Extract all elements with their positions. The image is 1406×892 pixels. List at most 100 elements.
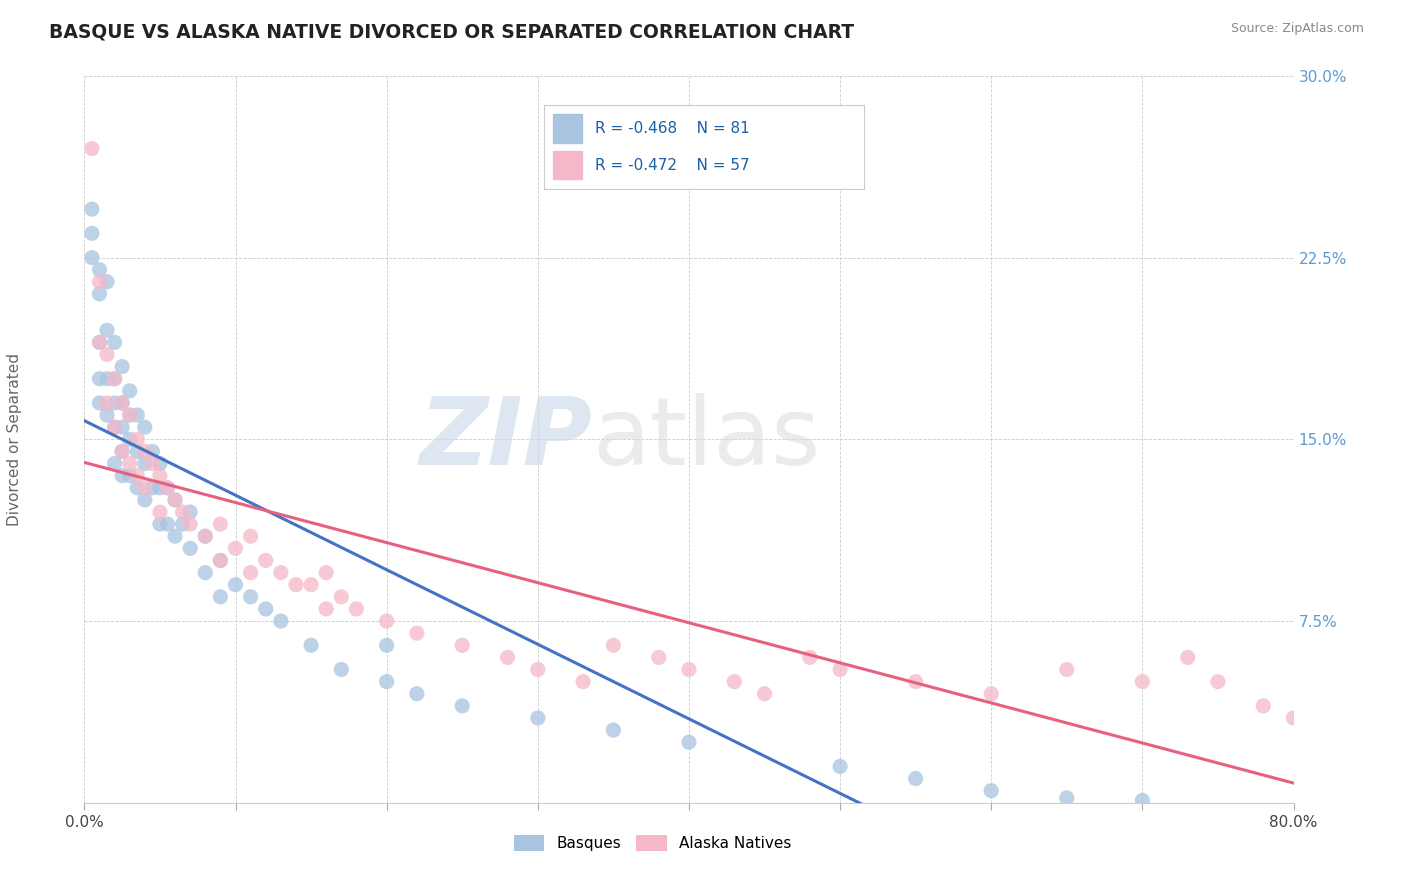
Point <box>165 529 187 543</box>
Point <box>118 408 141 422</box>
Point <box>104 420 127 434</box>
Point <box>165 492 187 507</box>
Point <box>209 517 232 532</box>
Point <box>118 432 141 446</box>
Point <box>648 650 671 665</box>
Point <box>904 674 927 689</box>
Point <box>330 590 353 604</box>
Point <box>406 687 429 701</box>
Point <box>96 347 118 361</box>
Point <box>179 517 201 532</box>
Point <box>980 687 1002 701</box>
Point <box>496 650 519 665</box>
Point <box>270 614 292 628</box>
Point <box>678 663 700 677</box>
Point <box>830 759 852 773</box>
Point <box>96 275 118 289</box>
Point <box>1056 663 1078 677</box>
Point <box>406 626 429 640</box>
Point <box>134 492 156 507</box>
Point <box>209 553 232 567</box>
Point <box>904 772 927 786</box>
Point <box>89 275 111 289</box>
Point <box>194 529 217 543</box>
Point <box>239 566 262 580</box>
Point <box>141 444 163 458</box>
Point <box>209 553 232 567</box>
Point <box>602 638 624 652</box>
Point <box>111 444 134 458</box>
Point <box>134 481 156 495</box>
Point <box>89 372 111 386</box>
Point <box>1282 711 1305 725</box>
Point <box>127 408 149 422</box>
Point <box>254 602 277 616</box>
Point <box>89 335 111 350</box>
Point <box>104 372 127 386</box>
Text: Source: ZipAtlas.com: Source: ZipAtlas.com <box>1230 22 1364 36</box>
Point <box>1056 791 1078 805</box>
Point <box>209 590 232 604</box>
Point <box>285 578 308 592</box>
Point <box>111 359 134 374</box>
Point <box>678 735 700 749</box>
Point <box>156 481 179 495</box>
Point <box>149 457 172 471</box>
Point <box>1253 698 1275 713</box>
Point <box>225 578 247 592</box>
Point <box>96 323 118 337</box>
Point <box>799 650 821 665</box>
Point <box>1130 674 1153 689</box>
Point <box>80 227 103 241</box>
Point <box>225 541 247 556</box>
Point <box>572 674 595 689</box>
Point <box>375 614 398 628</box>
Y-axis label: Divorced or Separated: Divorced or Separated <box>7 353 22 525</box>
Point <box>111 444 134 458</box>
Point <box>111 420 134 434</box>
Point <box>127 468 149 483</box>
Point <box>111 396 134 410</box>
Point <box>96 396 118 410</box>
Point <box>270 566 292 580</box>
Point <box>141 457 163 471</box>
Point <box>149 481 172 495</box>
Point <box>89 286 111 301</box>
Point <box>179 541 201 556</box>
Text: atlas: atlas <box>592 393 821 485</box>
Point <box>299 578 322 592</box>
Point <box>134 444 156 458</box>
Text: ZIP: ZIP <box>419 393 592 485</box>
Point <box>80 202 103 216</box>
Point <box>96 408 118 422</box>
Point <box>134 420 156 434</box>
Point <box>254 553 277 567</box>
Point <box>111 468 134 483</box>
Point <box>527 663 550 677</box>
Point <box>127 432 149 446</box>
Point <box>330 663 353 677</box>
Point <box>89 396 111 410</box>
Point <box>172 517 194 532</box>
Point <box>127 444 149 458</box>
Point <box>118 468 141 483</box>
Point <box>723 674 745 689</box>
Point <box>1177 650 1199 665</box>
Point <box>754 687 776 701</box>
Point <box>239 529 262 543</box>
Point <box>80 251 103 265</box>
Point <box>89 335 111 350</box>
Point <box>118 408 141 422</box>
Point <box>104 457 127 471</box>
Point <box>104 396 127 410</box>
Point <box>118 457 141 471</box>
Point <box>118 384 141 398</box>
Point <box>315 566 337 580</box>
Point <box>451 638 474 652</box>
Point <box>156 481 179 495</box>
Point <box>830 663 852 677</box>
Point <box>111 396 134 410</box>
Point <box>104 372 127 386</box>
Point <box>149 517 172 532</box>
Point <box>602 723 624 737</box>
